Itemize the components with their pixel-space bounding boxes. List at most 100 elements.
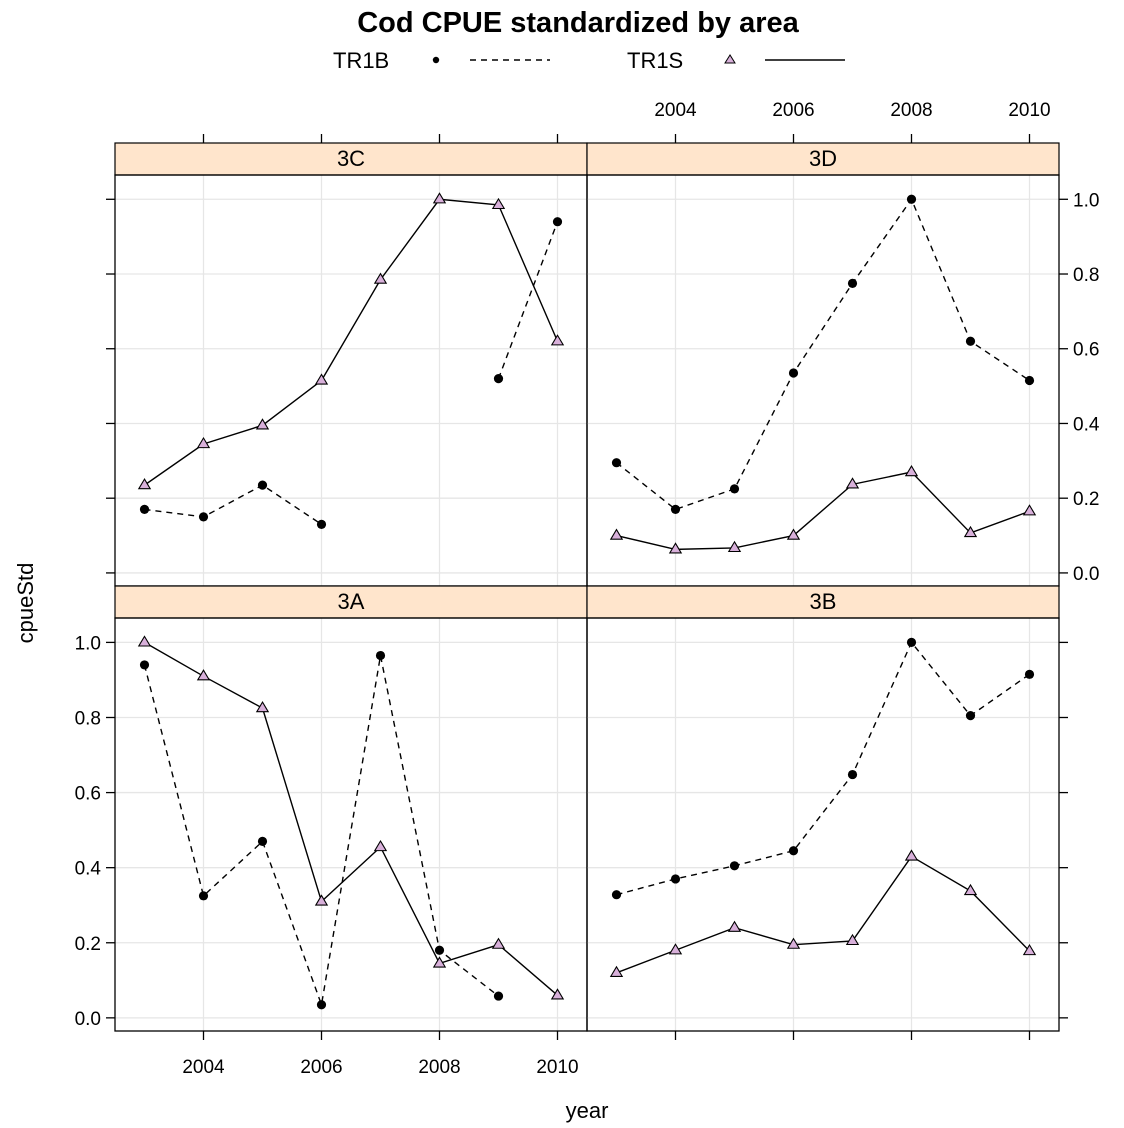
data-point bbox=[432, 956, 447, 968]
legend-label: TR1S bbox=[627, 48, 683, 73]
data-point bbox=[904, 464, 919, 477]
y-tick-label: 0.2 bbox=[75, 934, 101, 955]
legend-marker bbox=[432, 56, 440, 64]
data-point bbox=[670, 504, 681, 515]
y-tick-label: 0.8 bbox=[75, 708, 101, 729]
data-point bbox=[255, 418, 270, 430]
data-point bbox=[491, 937, 506, 949]
data-point bbox=[847, 278, 858, 288]
series-line bbox=[616, 855, 1030, 974]
panel-3B: 3B bbox=[586, 585, 1060, 1032]
y-tick-label: 0.4 bbox=[75, 859, 102, 880]
strip-label: 3D bbox=[809, 146, 837, 171]
panel-border bbox=[586, 617, 1060, 1032]
y-tick-label: 1.0 bbox=[75, 633, 101, 654]
data-point bbox=[196, 669, 211, 681]
data-point bbox=[1024, 669, 1035, 679]
data-point bbox=[257, 836, 268, 846]
data-point bbox=[906, 194, 917, 204]
data-point bbox=[727, 540, 742, 553]
data-point bbox=[196, 436, 211, 449]
data-point bbox=[904, 849, 919, 861]
y-axis-title: cpueStd bbox=[13, 563, 38, 644]
data-point bbox=[137, 635, 152, 647]
data-point bbox=[373, 839, 388, 852]
data-point bbox=[550, 988, 565, 1000]
series-line bbox=[616, 197, 1030, 511]
series-line bbox=[497, 221, 559, 379]
data-point bbox=[375, 650, 386, 661]
panel-3D: 3D bbox=[586, 142, 1060, 587]
strip-label: 3A bbox=[338, 589, 365, 614]
data-point bbox=[965, 711, 976, 721]
data-point bbox=[965, 336, 976, 346]
data-point bbox=[314, 894, 329, 906]
data-point bbox=[432, 192, 447, 204]
series-TR1S bbox=[609, 464, 1037, 554]
data-point bbox=[609, 965, 624, 977]
y-tick-label: 0.0 bbox=[75, 1009, 101, 1030]
x-tick-label: 2008 bbox=[890, 100, 932, 121]
data-point bbox=[493, 374, 504, 384]
x-tick-label: 2004 bbox=[182, 1057, 225, 1078]
data-point bbox=[906, 637, 917, 648]
panel-grid bbox=[587, 175, 1059, 586]
data-point bbox=[786, 528, 801, 540]
axes: 2004 2006 2008 2010 2004 2006 2008 2010 0.0 0.2 0.… bbox=[75, 100, 1100, 1078]
data-point bbox=[257, 480, 268, 490]
y-tick-label: 0.8 bbox=[1073, 265, 1099, 286]
x-tick-label: 2004 bbox=[654, 100, 697, 121]
data-point bbox=[609, 528, 624, 540]
series-TR1S bbox=[609, 849, 1037, 977]
data-point bbox=[847, 769, 858, 780]
data-point bbox=[1022, 943, 1037, 956]
data-point bbox=[434, 945, 445, 955]
strip-background bbox=[114, 142, 588, 176]
panel-grid bbox=[587, 618, 1059, 1031]
panel-border bbox=[114, 617, 588, 1032]
strip-label: 3C bbox=[337, 146, 365, 171]
data-point bbox=[729, 861, 740, 871]
x-tick-label: 2010 bbox=[536, 1057, 578, 1078]
data-point bbox=[786, 937, 801, 949]
y-tick-label: 0.0 bbox=[1073, 564, 1099, 585]
x-tick-label: 2006 bbox=[772, 100, 814, 121]
panel-border bbox=[114, 174, 588, 587]
data-point bbox=[670, 874, 681, 884]
panel-3C: 3C bbox=[114, 142, 588, 587]
series-TR1B bbox=[139, 217, 563, 529]
data-point bbox=[611, 890, 622, 900]
data-point bbox=[668, 542, 683, 554]
data-point bbox=[255, 701, 270, 713]
y-tick-label: 0.6 bbox=[75, 784, 101, 805]
data-point bbox=[314, 373, 329, 385]
series-TR1B bbox=[611, 637, 1035, 900]
panel-grid bbox=[115, 175, 587, 586]
series-line bbox=[616, 641, 1030, 896]
data-point bbox=[845, 477, 860, 489]
data-point bbox=[845, 933, 860, 946]
legend-entry-TR1B: TR1B bbox=[333, 48, 550, 73]
strip-label: 3B bbox=[810, 589, 837, 614]
data-point bbox=[491, 197, 506, 210]
data-point bbox=[550, 334, 565, 346]
data-point bbox=[493, 991, 504, 1001]
data-point bbox=[1022, 504, 1037, 516]
legend-marker bbox=[724, 54, 736, 64]
data-point bbox=[788, 846, 799, 856]
chart-title: Cod CPUE standardized by area bbox=[357, 7, 799, 39]
legend: TR1B TR1S bbox=[333, 48, 845, 73]
data-point bbox=[611, 458, 622, 468]
data-point bbox=[729, 484, 740, 494]
legend-label: TR1B bbox=[333, 48, 389, 73]
data-point bbox=[139, 660, 150, 670]
x-axis-title: year bbox=[566, 1098, 609, 1123]
panel-grid bbox=[115, 618, 587, 1031]
data-point bbox=[963, 525, 978, 538]
x-tick-label: 2010 bbox=[1008, 100, 1050, 121]
series-line bbox=[144, 641, 558, 996]
data-point bbox=[668, 943, 683, 955]
data-point bbox=[139, 504, 150, 515]
series-TR1B bbox=[611, 194, 1035, 515]
